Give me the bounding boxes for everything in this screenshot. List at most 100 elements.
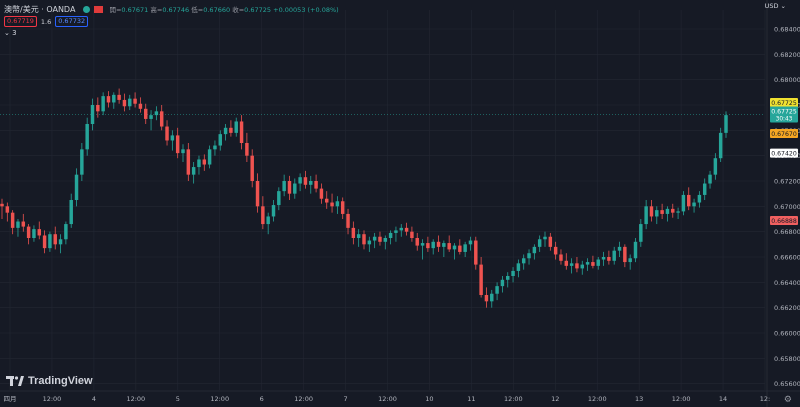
y-tick-label: 0.66600 [774, 254, 800, 262]
candle-body [655, 210, 659, 217]
candle-body [415, 238, 419, 246]
candle-body [692, 202, 696, 207]
candle-body [516, 263, 521, 271]
candle-body [687, 194, 691, 207]
tradingview-logo[interactable]: TradingView [6, 375, 93, 387]
candle [346, 208, 350, 235]
change-value: +0.00053 (+0.08%) [273, 6, 339, 14]
candle [633, 238, 638, 263]
candle-body [458, 245, 462, 252]
candle [21, 213, 26, 232]
candle-body [239, 121, 244, 143]
x-tick-label: 四月 [4, 395, 17, 403]
candle-body [165, 126, 169, 141]
candle-body [660, 210, 664, 214]
candle-body [159, 111, 164, 127]
candle-body [596, 259, 600, 266]
price-label-bid: 0.67670 [770, 128, 798, 138]
x-tick-label: 12 [551, 395, 559, 403]
spread-value: 1.6 [40, 17, 52, 26]
candle-body [718, 132, 723, 159]
symbol-title[interactable]: 澳幣/美元 · OANDA [4, 4, 76, 14]
candle [458, 239, 462, 255]
y-tick-label: 0.68200 [774, 51, 800, 59]
x-tick-label: 4 [92, 395, 96, 403]
candle [293, 178, 297, 199]
candle [207, 145, 212, 169]
candle [532, 244, 537, 260]
candle [399, 224, 403, 237]
candle-body [639, 224, 643, 242]
indicators-toggle[interactable]: ⌄ 3 [4, 29, 17, 37]
candle-body [697, 194, 702, 203]
time-axis[interactable]: 四月 12:00 4 12:00 5 12:00 6 12:00 7 12:00 10 11 12:00… [0, 390, 800, 403]
candle [191, 162, 196, 184]
candle [564, 253, 569, 270]
price-axis[interactable]: 0.684000.682000.680000.678000.676000.674… [766, 0, 800, 407]
candle [511, 267, 515, 283]
candle-body [633, 241, 638, 259]
candle [261, 196, 265, 230]
x-tick-label: 12:00 [378, 395, 397, 403]
candle [612, 246, 616, 265]
candle [655, 206, 659, 225]
price-label-text: 0.67420 [771, 151, 797, 158]
sell-button[interactable]: 0.67719 [4, 16, 37, 27]
candle-body [48, 234, 52, 249]
candle [245, 132, 249, 162]
currency-selector[interactable]: USD ⌄ [764, 2, 786, 10]
candle [202, 154, 207, 171]
candle-body [282, 181, 286, 192]
candle-body [372, 236, 377, 241]
candle [239, 115, 244, 150]
candle-body [277, 191, 281, 206]
x-tick-label: 14 [719, 395, 727, 403]
candle-body [319, 188, 324, 199]
candle [495, 282, 499, 301]
candle-body [452, 245, 457, 250]
x-tick-label: 10 [425, 395, 433, 403]
candle [69, 193, 73, 228]
candle-body [591, 262, 595, 266]
candle-body [671, 208, 675, 213]
candle [484, 287, 489, 308]
candle [420, 239, 425, 260]
candle [436, 235, 441, 252]
candle [585, 258, 590, 271]
buy-button[interactable]: 0.67732 [55, 16, 89, 27]
ohlc-values: 開=0.67671 高=0.67746 低=0.67660 收=0.67725 … [109, 6, 339, 14]
candle [383, 235, 388, 250]
candle [122, 93, 127, 112]
candle-body [5, 206, 10, 213]
candle-body [10, 212, 15, 228]
candle [282, 174, 286, 197]
candle [372, 232, 377, 249]
candle-body [436, 241, 441, 247]
candle-body [601, 257, 606, 260]
y-tick-label: 0.65800 [774, 355, 800, 363]
candle [144, 103, 148, 124]
x-tick-label: 7 [343, 395, 347, 403]
candle [42, 230, 47, 254]
candle-body [69, 200, 73, 225]
candle [506, 272, 510, 288]
gear-icon[interactable]: ⚙ [783, 395, 792, 405]
candle [309, 175, 313, 194]
candle [223, 124, 228, 141]
candle-body [676, 211, 680, 213]
legend-header: 澳幣/美元 · OANDA 開=0.67671 高=0.67746 低=0.67… [4, 2, 339, 16]
candle-body [537, 239, 542, 247]
candle-body [490, 293, 494, 302]
candle [186, 143, 191, 181]
candle-body [644, 206, 648, 225]
price-label-marker: 0.66888 [770, 216, 798, 226]
y-tick-label: 0.65600 [774, 380, 800, 388]
x-tick-label: 12:00 [43, 395, 62, 403]
candle-body [218, 134, 222, 146]
candle [601, 251, 606, 266]
candle-body [335, 201, 340, 207]
candle [106, 91, 111, 108]
